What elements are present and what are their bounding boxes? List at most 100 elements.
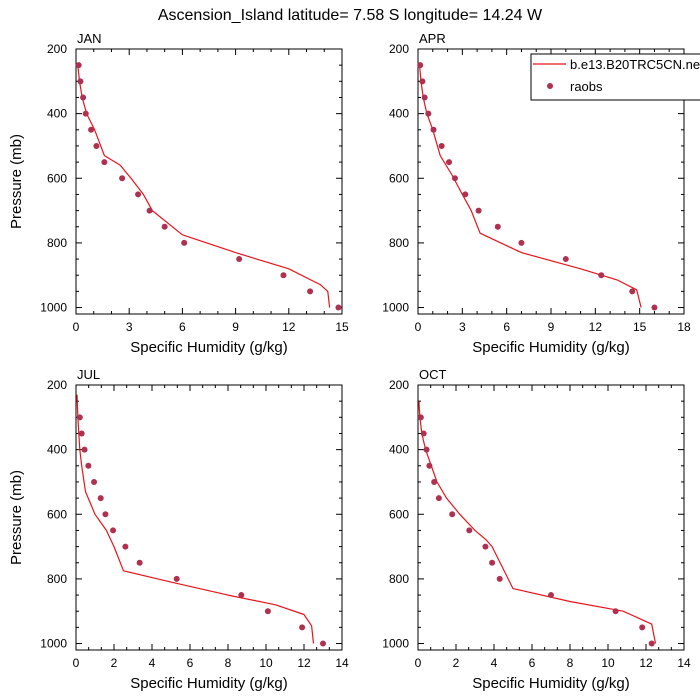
raobs-point-apr xyxy=(417,62,424,69)
raobs-point-jul xyxy=(81,446,88,453)
y-tick-label-oct: 400 xyxy=(389,443,409,457)
raobs-point-apr xyxy=(419,78,426,85)
raobs-point-oct xyxy=(417,414,424,421)
y-tick-label-apr: 200 xyxy=(389,42,409,56)
raobs-point-apr xyxy=(425,110,432,117)
raobs-point-apr xyxy=(651,304,658,311)
figure-title: Ascension_Island latitude= 7.58 S longit… xyxy=(158,7,543,24)
raobs-point-jan xyxy=(82,110,89,117)
legend-obs-swatch xyxy=(547,83,553,89)
raobs-point-apr xyxy=(438,142,445,149)
raobs-point-jul xyxy=(85,462,92,469)
raobs-point-jul xyxy=(299,624,306,631)
raobs-point-jan xyxy=(80,94,87,101)
y-tick-label-jul: 800 xyxy=(47,572,67,586)
x-tick-label-jan: 0 xyxy=(73,320,80,334)
x-axis-label-jan: Specific Humidity (g/kg) xyxy=(130,339,288,356)
raobs-point-jan xyxy=(135,191,142,198)
x-tick-label-oct: 0 xyxy=(415,656,422,670)
y-tick-label-apr: 800 xyxy=(389,236,409,250)
model-line-apr xyxy=(418,65,642,308)
x-tick-label-jul: 2 xyxy=(111,656,118,670)
plot-frame-oct xyxy=(417,384,685,651)
legend-obs-label: raobs xyxy=(570,79,603,94)
raobs-point-apr xyxy=(629,288,636,295)
x-tick-label-apr: 12 xyxy=(589,320,603,334)
y-tick-label-apr: 1000 xyxy=(382,301,409,315)
x-axis-label-apr: Specific Humidity (g/kg) xyxy=(472,339,630,356)
raobs-point-jan xyxy=(75,62,82,69)
x-axis-label-oct: Specific Humidity (g/kg) xyxy=(472,675,630,692)
model-line-jul xyxy=(76,394,315,644)
raobs-point-oct xyxy=(648,640,655,647)
x-tick-label-oct: 6 xyxy=(529,656,536,670)
raobs-point-jan xyxy=(335,304,342,311)
y-tick-label-jan: 600 xyxy=(47,171,67,185)
raobs-point-jul xyxy=(173,575,180,582)
x-tick-label-oct: 8 xyxy=(567,656,574,670)
y-tick-label-apr: 400 xyxy=(389,107,409,121)
panel-label-apr: APR xyxy=(419,31,446,46)
raobs-point-jan xyxy=(146,207,153,214)
raobs-point-apr xyxy=(475,207,482,214)
x-tick-label-jan: 12 xyxy=(282,320,296,334)
raobs-point-jan xyxy=(77,78,84,85)
panel-label-oct: OCT xyxy=(419,367,447,382)
raobs-point-jan xyxy=(119,175,126,182)
panel-jul: JUL 0 2 4 6 8 10 12 14 200 400 600 800 1000 Specific H… xyxy=(8,367,349,692)
legend-box xyxy=(530,53,700,101)
raobs-point-apr xyxy=(451,175,458,182)
y-tick-label-jan: 400 xyxy=(47,107,67,121)
raobs-point-jul xyxy=(238,592,245,599)
raobs-point-apr xyxy=(462,191,469,198)
y-tick-label-oct: 200 xyxy=(389,378,409,392)
raobs-point-jul xyxy=(110,527,117,534)
y-tick-label-jan: 800 xyxy=(47,236,67,250)
x-tick-label-jul: 10 xyxy=(259,656,273,670)
x-tick-label-apr: 9 xyxy=(548,320,555,334)
raobs-point-oct xyxy=(489,559,496,566)
raobs-point-jul xyxy=(136,559,143,566)
raobs-point-jul xyxy=(97,495,104,502)
panel-apr: APR 0 3 6 9 12 15 18 200 400 600 800 1000 Specific Hu… xyxy=(382,31,691,356)
y-tick-label-apr: 600 xyxy=(389,171,409,185)
raobs-point-apr xyxy=(562,256,569,263)
raobs-point-jan xyxy=(307,288,314,295)
x-tick-label-oct: 4 xyxy=(491,656,498,670)
raobs-point-jul xyxy=(102,511,109,518)
raobs-point-oct xyxy=(639,624,646,631)
x-tick-label-jul: 14 xyxy=(335,656,349,670)
x-tick-label-jul: 0 xyxy=(73,656,80,670)
raobs-point-oct xyxy=(423,446,430,453)
raobs-point-oct xyxy=(612,608,619,615)
raobs-point-oct xyxy=(426,462,433,469)
raobs-point-jul xyxy=(122,543,129,550)
legend: b.e13.B20TRC5CN.ne raobs xyxy=(530,53,700,101)
raobs-point-oct xyxy=(482,543,489,550)
model-line-jan xyxy=(77,65,331,308)
y-tick-label-jul: 1000 xyxy=(40,637,67,651)
x-tick-label-apr: 3 xyxy=(459,320,466,334)
panel-oct: OCT 0 2 4 6 8 10 12 14 200 400 600 800 1000 Specific H… xyxy=(382,367,691,692)
x-tick-label-jul: 6 xyxy=(187,656,194,670)
raobs-point-oct xyxy=(466,527,473,534)
legend-model-label: b.e13.B20TRC5CN.ne xyxy=(570,57,700,72)
panel-jan: JAN 0 3 6 9 12 15 200 400 600 800 1000 Specific Humi… xyxy=(8,31,349,356)
x-axis-label-jul: Specific Humidity (g/kg) xyxy=(130,675,288,692)
raobs-point-jul xyxy=(76,414,83,421)
y-tick-label-jul: 400 xyxy=(47,443,67,457)
raobs-point-jul xyxy=(320,640,326,647)
x-tick-label-jan: 3 xyxy=(126,320,133,334)
raobs-point-jul xyxy=(264,608,271,615)
x-tick-label-jul: 4 xyxy=(149,656,156,670)
x-tick-label-jan: 15 xyxy=(335,320,349,334)
y-axis-label-jul: Pressure (mb) xyxy=(8,470,25,565)
x-tick-label-oct: 2 xyxy=(453,656,460,670)
plot-frame-jul xyxy=(75,384,343,651)
raobs-point-oct xyxy=(548,592,554,599)
raobs-point-apr xyxy=(518,239,525,246)
raobs-point-apr xyxy=(446,159,453,166)
panel-label-jul: JUL xyxy=(77,367,100,382)
raobs-point-oct xyxy=(431,478,438,485)
